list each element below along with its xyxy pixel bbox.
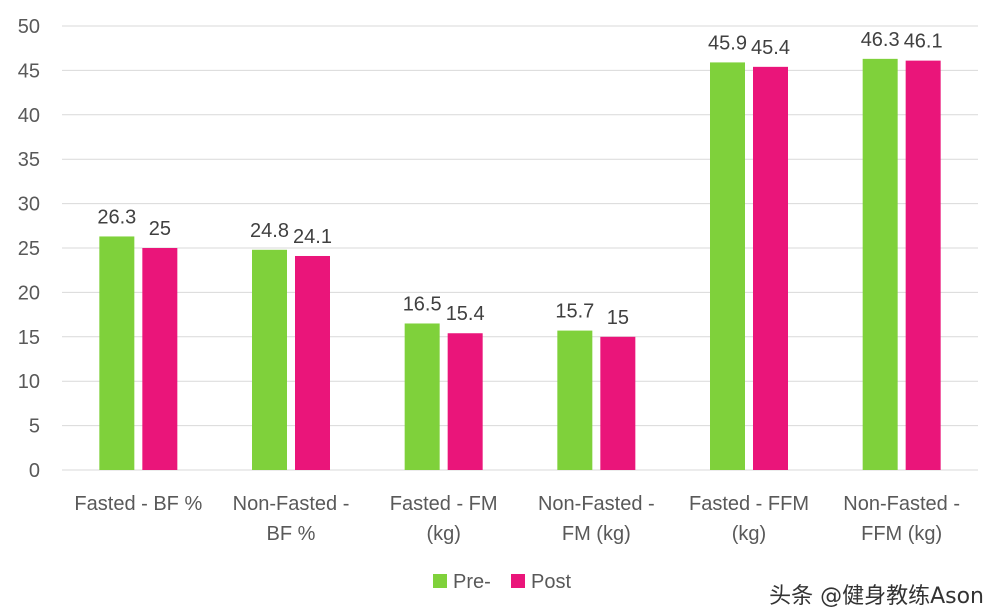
y-tick-label: 15 xyxy=(18,327,40,349)
bar-pre xyxy=(862,58,898,471)
bars xyxy=(99,58,941,471)
y-tick-label: 25 xyxy=(18,238,40,260)
y-tick-label: 50 xyxy=(18,16,40,38)
y-tick-label: 5 xyxy=(29,416,40,438)
data-label: 45.4 xyxy=(751,37,790,59)
data-label: 26.3 xyxy=(97,206,136,228)
bar-post xyxy=(142,248,178,470)
bar-pre xyxy=(710,62,745,471)
data-label: 15.7 xyxy=(555,301,594,323)
bar-pre xyxy=(557,330,593,470)
data-label: 46.3 xyxy=(861,29,900,51)
bar-post xyxy=(905,60,941,471)
bar-post xyxy=(295,255,330,470)
data-labels: 26.3 25 24.8 24.1 16.5 15.4 15.7 15 45.9 45.4 46.3… xyxy=(97,29,942,329)
x-category-label: (kg) xyxy=(732,523,766,545)
x-category-label: Non-Fasted - xyxy=(538,493,655,515)
x-category-label: Fasted - FFM xyxy=(689,493,809,515)
x-category-label: BF % xyxy=(267,523,316,545)
y-tick-label: 20 xyxy=(18,282,40,304)
x-category-label: FFM (kg) xyxy=(861,523,942,545)
data-label: 25 xyxy=(149,218,171,240)
data-label: 24.8 xyxy=(250,220,289,242)
bar-post xyxy=(447,333,483,470)
x-category-label: FM (kg) xyxy=(562,523,631,545)
y-tick-label: 45 xyxy=(18,60,40,82)
y-tick-label: 10 xyxy=(18,371,40,393)
watermark: 头条 @健身教练Ason xyxy=(769,584,984,609)
y-tick-label: 40 xyxy=(18,105,40,127)
data-label: 16.5 xyxy=(403,293,442,315)
x-category-label: Non-Fasted - xyxy=(843,493,960,515)
legend-swatch xyxy=(511,574,525,588)
bar-pre xyxy=(99,236,135,470)
bar-post xyxy=(753,66,788,471)
legend-label: Pre- xyxy=(453,571,491,593)
data-label: 45.9 xyxy=(708,32,747,54)
bar-pre xyxy=(252,249,287,470)
bar-post xyxy=(600,336,636,470)
y-tick-label: 30 xyxy=(18,194,40,216)
gridlines xyxy=(62,25,978,471)
y-tick-label: 35 xyxy=(18,149,40,171)
legend: Pre- Post xyxy=(433,571,571,593)
y-tick-label: 0 xyxy=(29,460,40,482)
bar-pre xyxy=(404,323,440,470)
data-label: 15 xyxy=(607,307,629,329)
y-axis-ticks: 0 5 10 15 20 25 30 35 40 45 50 xyxy=(18,16,40,482)
x-category-label: Fasted - FM xyxy=(390,493,498,515)
x-category-label: Fasted - BF % xyxy=(74,493,202,515)
legend-label: Post xyxy=(531,571,571,593)
x-category-label: (kg) xyxy=(426,523,460,545)
data-label: 15.4 xyxy=(446,303,485,325)
x-category-label: Non-Fasted - xyxy=(233,493,350,515)
data-label: 24.1 xyxy=(293,226,332,248)
legend-swatch xyxy=(433,574,447,588)
data-label: 46.1 xyxy=(904,31,943,53)
x-axis-categories: Fasted - BF % Non-Fasted - BF % Fasted - FM… xyxy=(74,493,960,545)
